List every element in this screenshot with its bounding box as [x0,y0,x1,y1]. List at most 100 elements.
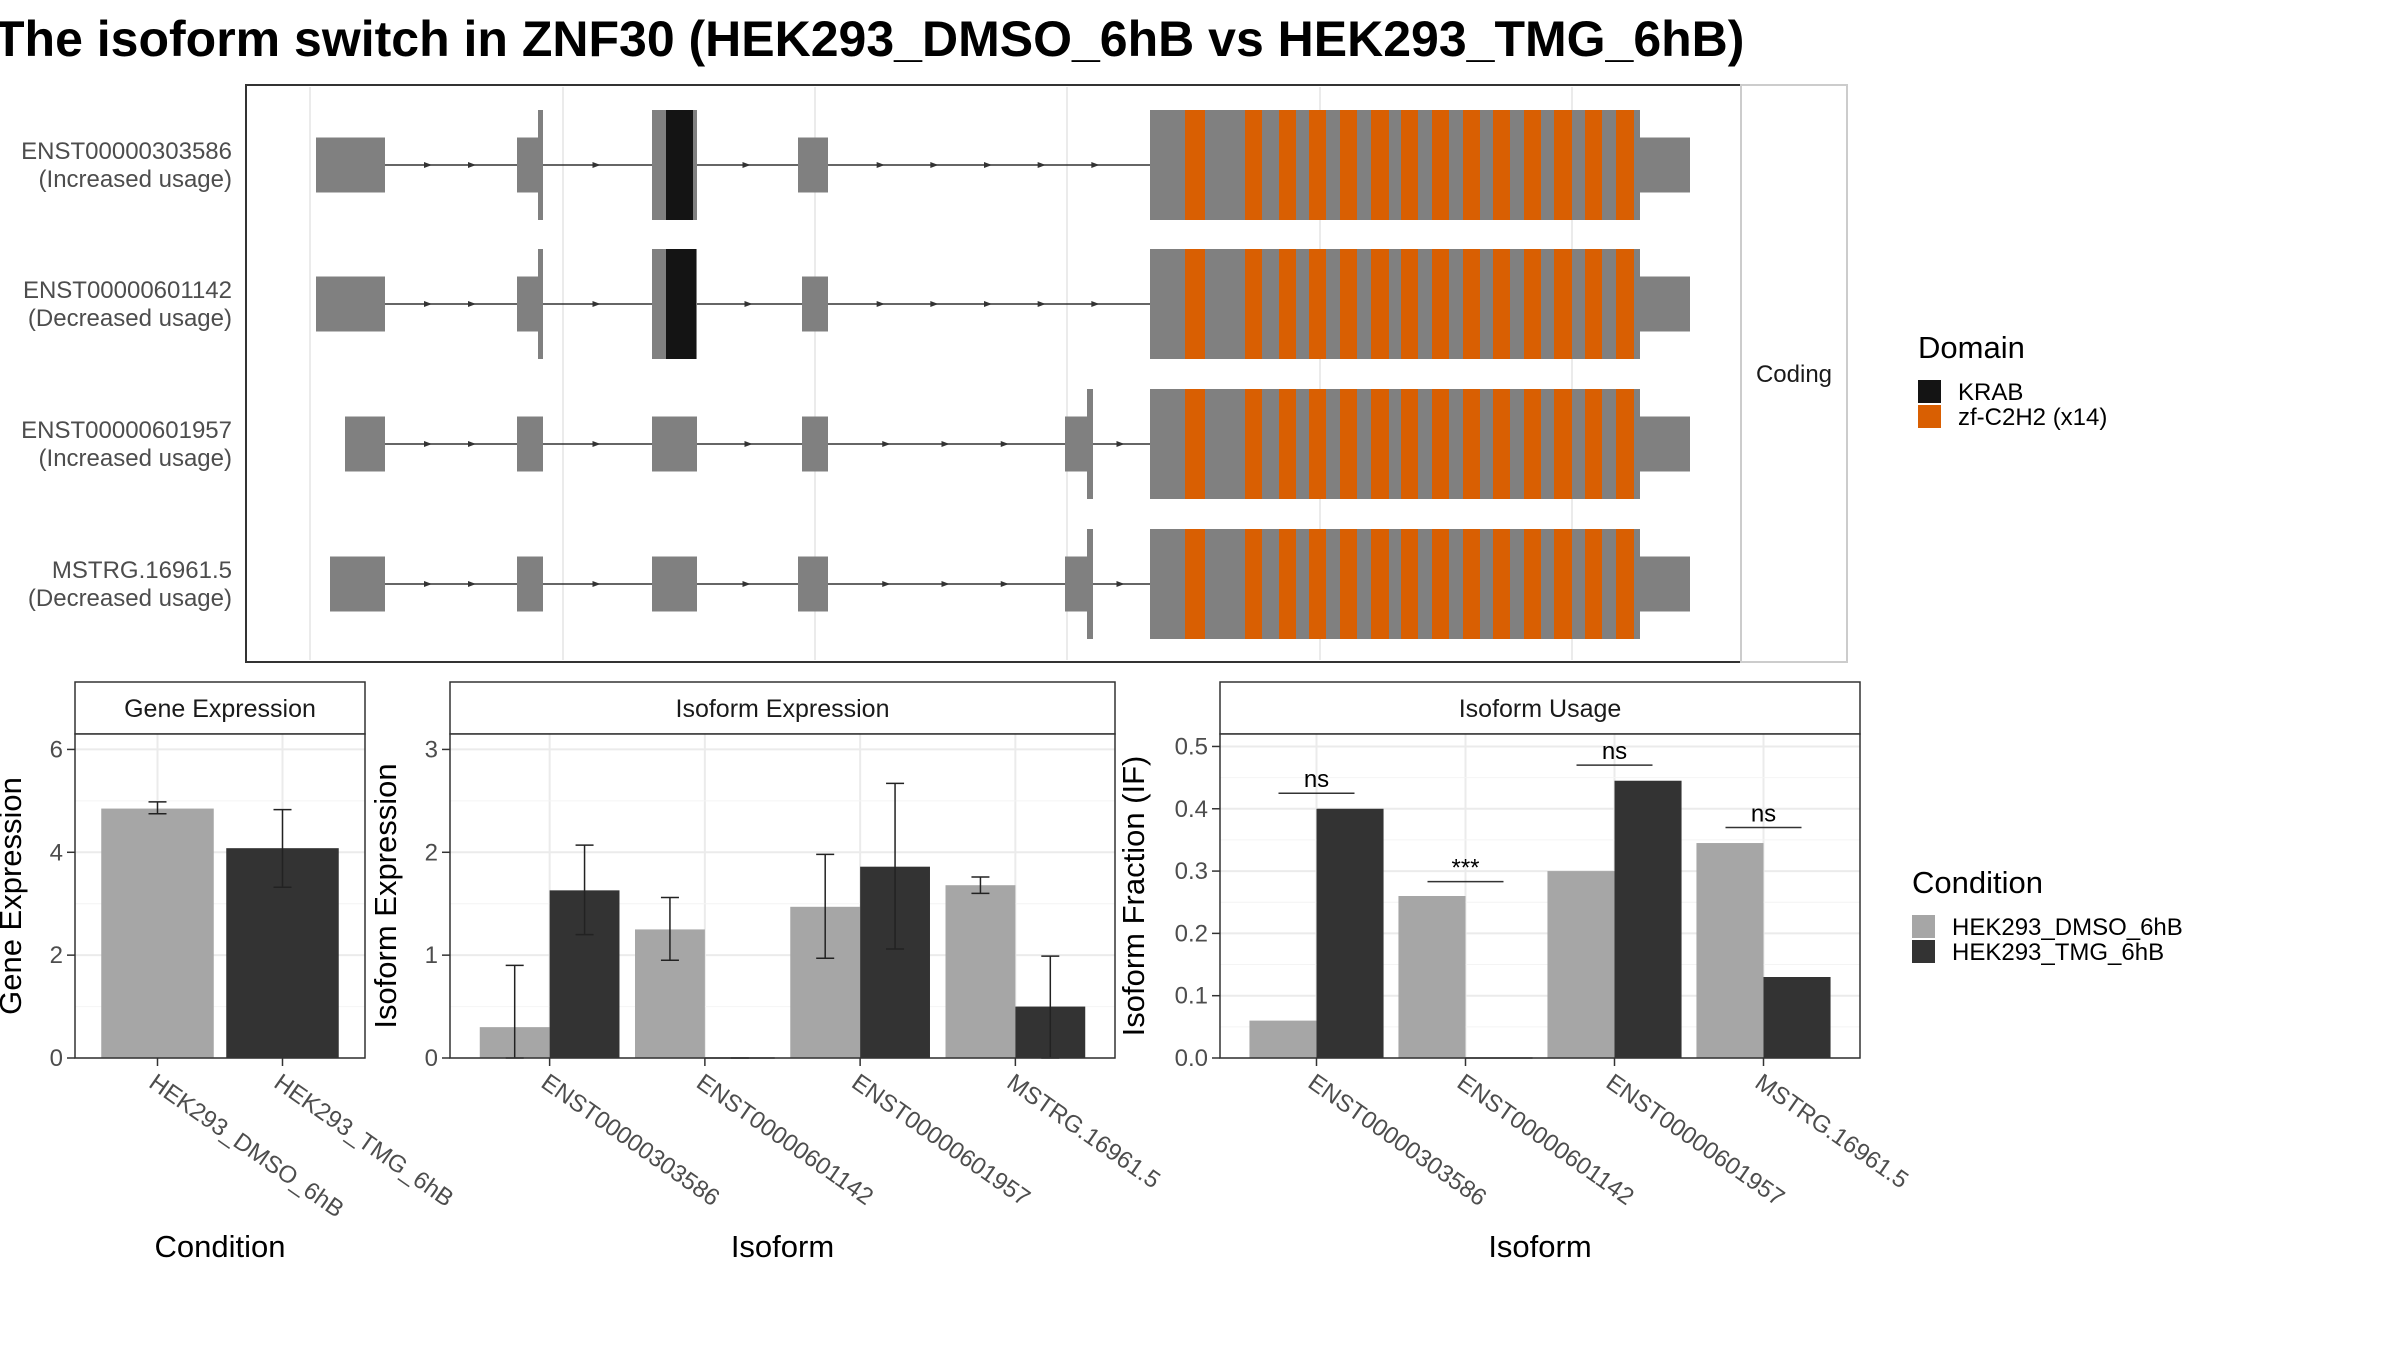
y-tick-label: 0 [50,1045,63,1072]
zf-c2h2-domain [1371,249,1389,359]
plot-border [74,733,366,1059]
intron-arrow [742,581,751,587]
intron-arrow [876,301,885,307]
bar [1614,780,1682,1058]
zf-c2h2-domain [1524,529,1541,639]
intron-arrow [876,162,885,168]
bar [1547,871,1615,1058]
zf-c2h2-domain [1432,110,1449,220]
x-tick-label: MSTRG.16961.5 [1750,1069,1913,1194]
intron-arrow [1000,441,1009,447]
zf-c2h2-domain [1463,389,1480,499]
bar [1316,808,1384,1058]
zf-c2h2-domain [1493,110,1510,220]
zf-c2h2-domain [1401,389,1418,499]
zf-c2h2-domain [1524,110,1541,220]
condition-legend: Condition HEK293_DMSO_6hB HEK293_TMG_6hB [1912,865,2183,966]
isoform-usage-note: (Increased usage) [39,166,232,193]
dmso-legend-label: HEK293_DMSO_6hB [1952,914,2183,941]
y-axis-title: Isoform Fraction (IF) [1116,756,1151,1037]
panel-title: Isoform Usage [1459,695,1622,723]
zf-c2h2-domain [1554,389,1572,499]
y-tick-label: 3 [425,736,438,763]
zf-c2h2-domain [1463,110,1480,220]
intron-arrow [930,301,939,307]
significance-label: ns [1602,738,1627,765]
zf-c2h2-domain [1524,249,1541,359]
zf-c2h2-domain [1585,389,1602,499]
intron-arrow [424,162,432,168]
zf-c2h2-domain [1309,249,1326,359]
intron-arrow [592,441,601,447]
structure-row-labels: ENST00000303586(Increased usage)ENST0000… [21,138,232,612]
exon-coding-edge [1087,529,1093,639]
exon [1640,416,1690,472]
exon [330,556,385,612]
isoform-usage-note: (Decreased usage) [28,585,232,612]
intron-arrow [592,301,601,307]
intron-arrow [468,162,476,168]
intron-arrow [984,162,992,168]
zf-c2h2-domain [1309,110,1326,220]
zf-c2h2-domain [1245,110,1262,220]
exon [798,556,828,612]
zf-c2h2-domain [1493,249,1510,359]
intron-arrow [984,301,992,307]
zf-c2h2-domain [1554,529,1572,639]
significance-label: ns [1751,800,1776,827]
intron-arrow [941,441,950,447]
zf-c2h2-domain [1279,249,1296,359]
isoform-usage-note: (Decreased usage) [28,305,232,332]
intron-arrow [424,581,432,587]
isoform-usage-panel: Isoform Usage0.00.10.20.30.40.5ENST00000… [1116,681,1913,1264]
exon [652,556,697,612]
exon [345,416,385,472]
transcript-row [316,110,1690,220]
exon [517,556,543,612]
structure-rows [316,110,1690,639]
zf-c2h2-domain [1245,529,1262,639]
intron-arrow [592,581,601,587]
exon [316,276,385,332]
isoform-label: ENST00000601142 [23,277,232,304]
intron-arrow [941,581,950,587]
zf-c2h2-domain [1185,249,1205,359]
intron-arrow [1116,441,1125,447]
bar [1398,896,1466,1058]
y-tick-label: 1 [425,942,438,969]
y-tick-label: 0.3 [1175,858,1208,885]
zf-c2h2-domain [1340,389,1357,499]
zf-c2h2-domain [1309,529,1326,639]
exon [517,416,543,472]
exon [798,137,828,193]
krab-legend-label: KRAB [1958,379,2023,406]
krab-domain [666,249,696,359]
plot-border [449,733,1116,1059]
y-tick-label: 0.4 [1175,796,1208,823]
intron-arrow [882,441,891,447]
intron-arrow [1116,581,1125,587]
x-axis-title: Isoform [1488,1229,1591,1264]
zf-c2h2-domain [1401,529,1418,639]
zf-c2h2-domain [1371,529,1389,639]
zf-c2h2-domain [1585,529,1602,639]
panel-strip [1219,681,1861,735]
bar [945,885,1016,1058]
transcript-structure-panel: ENST00000303586(Increased usage)ENST0000… [21,84,1848,663]
zf-c2h2-domain [1616,110,1634,220]
transcript-row [330,529,1690,639]
zf-c2h2-domain [1309,389,1326,499]
x-tick-label: MSTRG.16961.5 [1002,1069,1165,1194]
zf-c2h2-domain [1401,249,1418,359]
y-tick-label: 2 [50,942,63,969]
x-axis-title: Isoform [731,1229,834,1264]
zf-c2h2-domain [1371,389,1389,499]
significance-label: ns [1304,766,1329,793]
panel-title: Gene Expression [124,695,316,723]
zf-c2h2-domain [1432,249,1449,359]
exon [802,416,828,472]
dmso-swatch [1912,915,1935,938]
zf-c2h2-domain [1524,389,1541,499]
intron-arrow [1091,301,1100,307]
y-axis-title: Isoform Expression [368,763,403,1028]
